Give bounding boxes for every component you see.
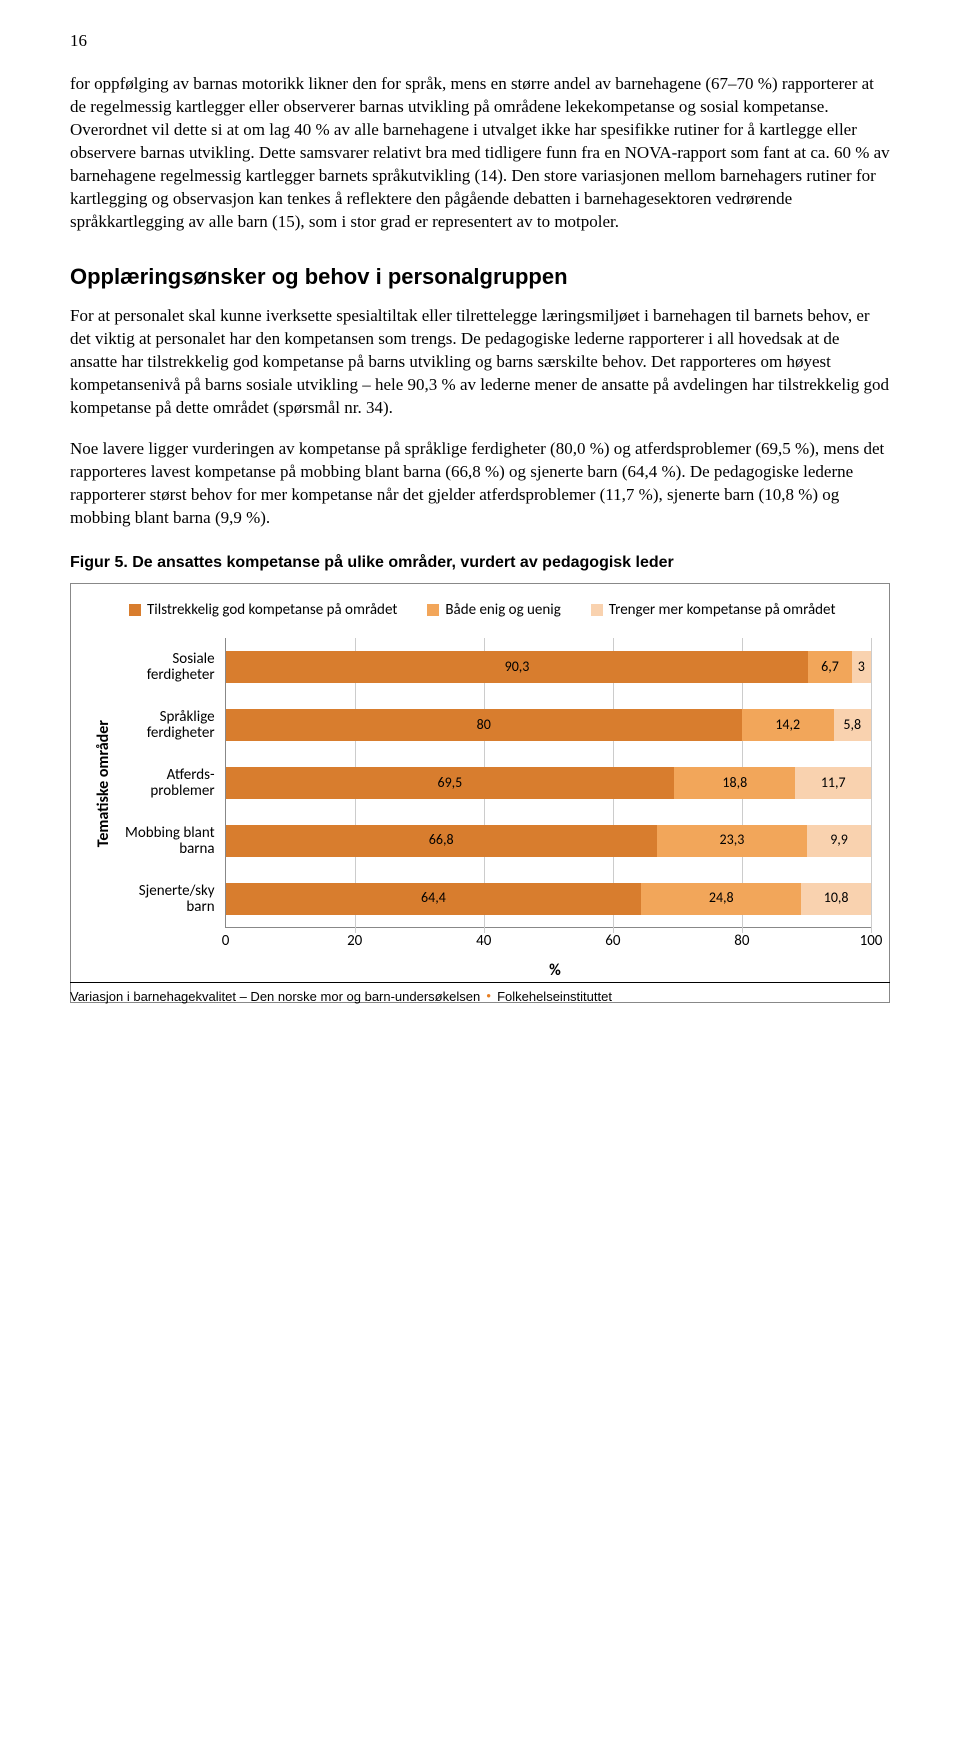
bar-segment: 9,9 <box>807 825 871 857</box>
bar-segment: 3 <box>852 651 871 683</box>
x-tick-label: 80 <box>734 931 749 951</box>
bar-row: 64,424,810,8 <box>226 883 871 915</box>
plot-area: 90,36,73 8014,25,8 69,518,811,7 66,823,39,9… <box>225 638 871 928</box>
category-label: Sosialeferdigheter <box>115 651 215 684</box>
bar-segment: 23,3 <box>657 825 807 857</box>
legend-label: Både enig og uenig <box>445 600 560 620</box>
bar-segment: 10,8 <box>801 883 871 915</box>
footer-rule <box>70 982 890 983</box>
category-label: Atferds-problemer <box>115 767 215 800</box>
legend-swatch <box>591 604 603 616</box>
bar-segment: 18,8 <box>674 767 795 799</box>
bar-segment: 24,8 <box>641 883 801 915</box>
page-number: 16 <box>70 30 890 53</box>
figure-caption: Figur 5. De ansattes kompetanse på ulike… <box>70 552 890 574</box>
x-tick-label: 40 <box>476 931 491 951</box>
footer-left: Variasjon i barnehagekvalitet – Den nors… <box>70 988 480 1006</box>
body-paragraph-1: for oppfølging av barnas motorikk likner… <box>70 73 890 234</box>
footer-right: Folkehelseinstituttet <box>497 988 612 1006</box>
x-tick-label: 0 <box>222 931 230 951</box>
bar-row: 8014,25,8 <box>226 709 871 741</box>
footer-separator-icon: ● <box>486 991 491 1002</box>
category-label: Mobbing blantbarna <box>115 825 215 858</box>
chart-legend: Tilstrekkelig god kompetanse på området B… <box>89 600 871 620</box>
bar-segment: 11,7 <box>795 767 871 799</box>
legend-item: Trenger mer kompetanse på området <box>591 600 836 620</box>
x-axis-title: % <box>239 960 871 982</box>
y-axis-labels: Sosialeferdigheter Språkligeferdigheter At… <box>115 638 225 928</box>
legend-swatch <box>129 604 141 616</box>
page-footer: Variasjon i barnehagekvalitet – Den nors… <box>70 988 890 1006</box>
category-label: Språkligeferdigheter <box>115 709 215 742</box>
bar-segment: 80 <box>226 709 742 741</box>
legend-label: Trenger mer kompetanse på området <box>609 600 836 620</box>
category-label: Sjenerte/skybarn <box>115 883 215 916</box>
legend-item: Tilstrekkelig god kompetanse på området <box>129 600 397 620</box>
y-axis-title: Tematiske områder <box>89 720 115 847</box>
bar-row: 90,36,73 <box>226 651 871 683</box>
bar-segment: 14,2 <box>742 709 834 741</box>
body-paragraph-3: Noe lavere ligger vurderingen av kompeta… <box>70 438 890 530</box>
bar-segment: 69,5 <box>226 767 675 799</box>
x-tick-label: 60 <box>605 931 620 951</box>
bar-segment: 64,4 <box>226 883 642 915</box>
bar-segment: 90,3 <box>226 651 809 683</box>
bar-segment: 66,8 <box>226 825 657 857</box>
body-paragraph-2: For at personalet skal kunne iverksette … <box>70 305 890 420</box>
competence-chart: Tilstrekkelig god kompetanse på området B… <box>70 583 890 1003</box>
bar-row: 69,518,811,7 <box>226 767 871 799</box>
legend-item: Både enig og uenig <box>427 600 560 620</box>
x-tick-label: 100 <box>860 931 883 951</box>
section-heading: Opplæringsønsker og behov i personalgrup… <box>70 262 890 292</box>
legend-label: Tilstrekkelig god kompetanse på området <box>147 600 397 620</box>
bar-segment: 5,8 <box>834 709 871 741</box>
x-tick-label: 20 <box>347 931 362 951</box>
bar-row: 66,823,39,9 <box>226 825 871 857</box>
gridline <box>871 638 872 933</box>
bar-segment: 6,7 <box>808 651 851 683</box>
legend-swatch <box>427 604 439 616</box>
